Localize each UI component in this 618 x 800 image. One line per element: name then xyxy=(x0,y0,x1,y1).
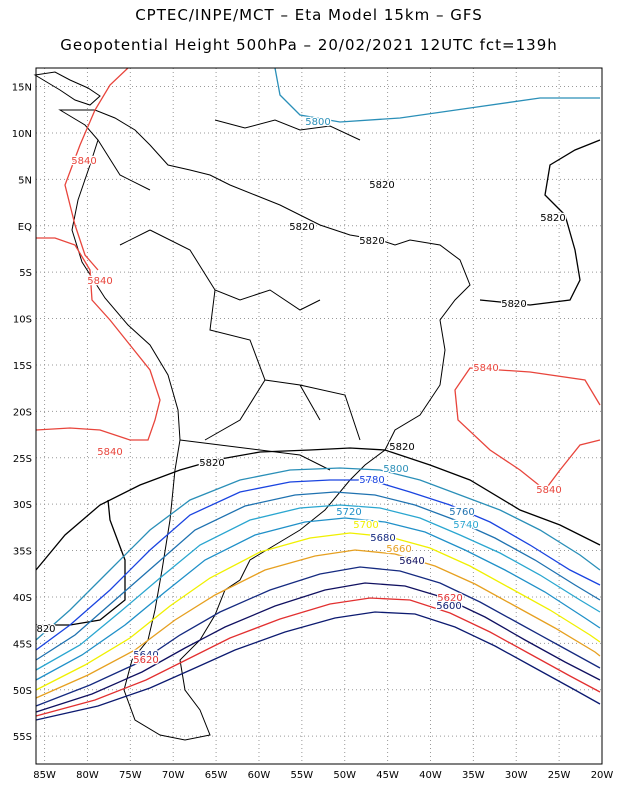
contour-label-5840_se: 5840 xyxy=(536,485,561,496)
lon-tick-label: 60W xyxy=(248,770,271,781)
caribbean-coast xyxy=(214,119,361,141)
contour-label-5820_ven: 5820 xyxy=(369,180,394,191)
contour-5820-west xyxy=(36,499,126,626)
contour-5840-northwest xyxy=(35,67,161,441)
lat-tick-label: 10S xyxy=(13,315,32,326)
lon-tick-label: 80W xyxy=(76,770,99,781)
lon-tick-label: 55W xyxy=(291,770,314,781)
lat-tick-label: 15N xyxy=(12,83,32,94)
lat-tick-label: 40S xyxy=(13,593,32,604)
contour-label-5820_arg: 5820 xyxy=(199,458,224,469)
contour-5800 xyxy=(35,467,601,641)
contour-label-5640_pat: 5640 xyxy=(133,650,158,661)
lon-tick-label: 70W xyxy=(162,770,185,781)
contour-5600 xyxy=(35,611,601,721)
contour-5660 xyxy=(35,566,601,707)
contour-label-5820_rs: 5820 xyxy=(389,442,414,453)
lon-tick-label: 30W xyxy=(505,770,528,781)
contour-label-5740: 5740 xyxy=(453,520,478,531)
contour-labels: 5800 5840 5820 5820 5820 5820 5840 5820 5840 5840… xyxy=(35,116,567,668)
lon-tick-label: 40W xyxy=(419,770,442,781)
contour-label-5840_pac: 5840 xyxy=(97,447,122,458)
contour-label-5840_atl: 5840 xyxy=(473,363,498,374)
lat-tick-label: 30S xyxy=(13,500,32,511)
lat-tick-label: 10N xyxy=(12,129,32,140)
axis-tick-labels: 15N 10N 5N EQ 5S 10S 15S 20S 25S 30S 35S 40S 45S 50S 5… xyxy=(12,83,614,781)
lat-tick-label: 35S xyxy=(13,547,32,558)
map-title: CPTEC/INPE/MCT – Eta Model 15km – GFS xyxy=(135,6,483,24)
contour-5740 xyxy=(35,504,601,671)
contour-label-5820_eq: 5820 xyxy=(289,222,314,233)
contour-label-820_w: 820 xyxy=(36,624,55,635)
contour-label-5600: 5600 xyxy=(436,601,461,612)
contour-5700 xyxy=(35,532,601,691)
contour-5800-top xyxy=(274,67,600,123)
lon-tick-label: 35W xyxy=(462,770,485,781)
lat-tick-label: 25S xyxy=(13,454,32,465)
south-america-coast xyxy=(58,109,471,741)
contour-label-5820_br: 5820 xyxy=(501,299,526,310)
lon-tick-label: 45W xyxy=(376,770,399,781)
lat-tick-label: 45S xyxy=(13,639,32,650)
contour-5840-atlantic xyxy=(454,367,601,491)
contour-label-5780: 5780 xyxy=(359,475,384,486)
contour-label-5620_pat: 5620 xyxy=(133,655,158,666)
contour-label-5640: 5640 xyxy=(399,556,424,567)
contour-label-5820_guy: 5820 xyxy=(359,236,384,247)
contour-label-5840_peru: 5840 xyxy=(87,276,112,287)
map-frame xyxy=(35,67,603,765)
geopotential-contours xyxy=(35,67,601,721)
central-america-coast xyxy=(33,71,101,106)
lon-tick-label: 20W xyxy=(591,770,614,781)
contour-5760 xyxy=(35,491,601,661)
contour-5820-north xyxy=(479,139,601,306)
contour-label-5760: 5760 xyxy=(449,507,474,518)
contour-label-5620: 5620 xyxy=(437,593,462,604)
lon-tick-label: 25W xyxy=(548,770,571,781)
coastline xyxy=(33,71,471,741)
lat-tick-label: 50S xyxy=(13,686,32,697)
contour-5640 xyxy=(35,582,601,713)
lat-tick-label: 5S xyxy=(19,268,32,279)
contour-label-5680: 5680 xyxy=(370,533,395,544)
contour-label-5660: 5660 xyxy=(386,544,411,555)
contour-label-5700: 5700 xyxy=(353,520,378,531)
lon-tick-label: 75W xyxy=(119,770,142,781)
contour-5620 xyxy=(35,597,601,717)
contour-label-5820_atl: 5820 xyxy=(540,213,565,224)
contour-label-5840_nw: 5840 xyxy=(71,156,96,167)
contour-5820-main xyxy=(35,447,601,571)
lon-tick-label: 85W xyxy=(33,770,56,781)
lat-tick-label: EQ xyxy=(18,222,32,233)
contour-5720 xyxy=(35,517,601,681)
graticule xyxy=(36,68,603,764)
contour-label-5800_s: 5800 xyxy=(383,464,408,475)
contour-label-5720: 5720 xyxy=(336,507,361,518)
lon-tick-label: 65W xyxy=(205,770,228,781)
country-borders xyxy=(97,139,361,471)
lat-tick-label: 5N xyxy=(18,175,32,186)
lat-tick-label: 20S xyxy=(13,407,32,418)
lat-tick-label: 15S xyxy=(13,361,32,372)
lon-tick-label: 50W xyxy=(333,770,356,781)
contour-label-5800_top: 5800 xyxy=(305,117,330,128)
contour-5680 xyxy=(35,549,601,699)
map-subtitle: Geopotential Height 500hPa – 20/02/2021 … xyxy=(60,36,558,54)
lat-tick-label: 55S xyxy=(13,732,32,743)
contour-5780 xyxy=(35,479,601,651)
